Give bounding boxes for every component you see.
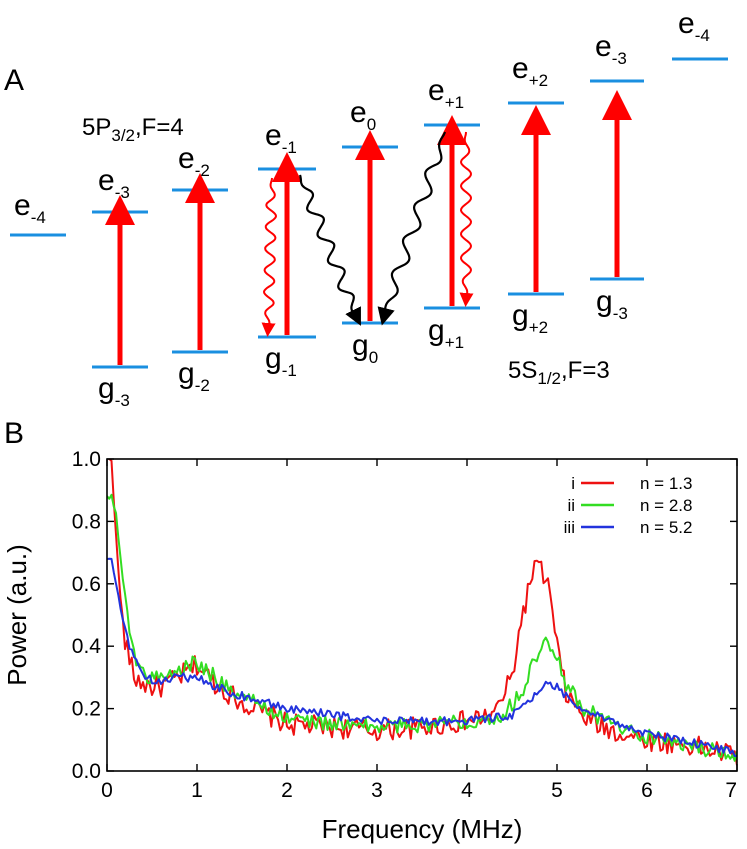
ground-manifold-label: 5S1/2,F=3	[508, 357, 610, 388]
x-tick-label: 6	[641, 779, 653, 802]
x-tick-label: 1	[191, 779, 203, 802]
label-e-right-m3: e-3	[595, 30, 627, 68]
legend-label-ii: n = 2.8	[640, 496, 692, 515]
label-e-0: e0	[350, 96, 376, 134]
x-tick-label: 3	[371, 779, 383, 802]
legend: i n = 1.3 ii n = 2.8 iii n = 5.2	[564, 474, 693, 537]
label-g-p2: g+2	[512, 299, 548, 337]
label-e-m2: e-2	[178, 142, 210, 180]
panel-b-label: B	[4, 417, 24, 450]
plot-frame	[106, 458, 738, 772]
panel-b-chart: B 0 1 2 3 4 5 6 7 0.0 0.2 0.4 0.6 0.8 1.0 Frequency (…	[2, 417, 738, 844]
y-tick-label: 1.0	[72, 448, 101, 471]
x-tick-label: 4	[461, 779, 473, 802]
legend-roman-ii: ii	[567, 496, 575, 515]
label-e-p2: e+2	[512, 52, 548, 90]
series-line-iii	[107, 557, 737, 758]
label-g-p1: g+1	[428, 314, 464, 352]
panel-a-label: A	[4, 64, 24, 97]
x-tick-label: 2	[281, 779, 293, 802]
wavy-emission-left	[261, 177, 278, 337]
legend-roman-iii: iii	[564, 518, 575, 537]
x-tick-label: 0	[101, 779, 113, 802]
tick-layer: 0 1 2 3 4 5 6 7 0.0 0.2 0.4 0.6 0.8 1.0	[72, 448, 738, 802]
y-tick-label: 0.0	[72, 760, 101, 783]
y-tick-label: 0.4	[72, 635, 102, 658]
y-axis-label: Power (a.u.)	[2, 544, 32, 686]
legend-label-iii: n = 5.2	[640, 518, 692, 537]
label-g-m2: g-2	[178, 357, 210, 395]
label-e-m1: e-1	[265, 119, 297, 157]
legend-label-i: n = 1.3	[640, 474, 692, 493]
label-g-m1: g-1	[265, 342, 297, 380]
y-tick-label: 0.2	[72, 698, 101, 721]
wavy-decay-to-g0-right	[377, 131, 447, 326]
series-layer	[107, 459, 737, 766]
label-g-0: g0	[352, 329, 378, 367]
x-tick-label: 5	[551, 779, 563, 802]
x-tick-label: 7	[725, 779, 737, 802]
excited-manifold-label: 5P3/2,F=4	[82, 114, 184, 145]
label-e-right-m4: e-4	[678, 7, 710, 45]
panel-a-diagram: A 5P3/2,F=4 5S1/2,F=3	[4, 7, 728, 410]
wavy-emission-right	[459, 131, 474, 307]
x-axis-label: Frequency (MHz)	[322, 814, 523, 844]
y-tick-label: 0.8	[72, 510, 101, 533]
label-g-right-m3: g-3	[596, 285, 628, 323]
label-e-left-m4: e-4	[14, 189, 46, 227]
label-e-p1: e+1	[428, 74, 464, 112]
label-g-m3: g-3	[98, 372, 130, 410]
legend-roman-i: i	[571, 474, 575, 493]
wavy-decay-to-g0-left	[298, 174, 361, 326]
label-e-m3: e-3	[98, 164, 130, 202]
y-tick-label: 0.6	[72, 573, 101, 596]
